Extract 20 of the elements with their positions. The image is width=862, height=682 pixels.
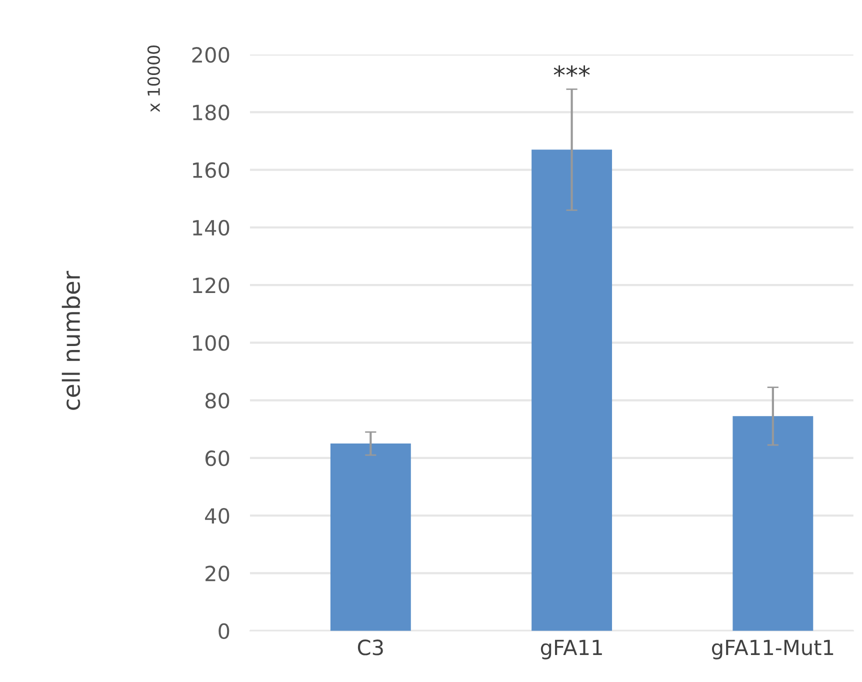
y-tick-label: 100	[193, 335, 230, 351]
y-tick-label: 180	[193, 104, 230, 120]
annotation: ***	[554, 65, 590, 77]
y-tick-label: 200	[192, 47, 230, 63]
bar	[532, 150, 612, 631]
y-tick-label: 20	[206, 566, 230, 582]
bar	[732, 416, 814, 631]
bar	[330, 444, 411, 631]
y-tick-label: 60	[205, 450, 230, 466]
x-tick-label: gFA11	[540, 640, 602, 660]
x-tick-label: C3	[358, 640, 383, 656]
y-tick-label: 160	[193, 162, 230, 178]
text: x 10000	[147, 45, 160, 112]
y-tick-label: 140	[193, 220, 230, 236]
y-axis-title: cell number	[62, 270, 80, 410]
x-tick-label: gFA11-Mut1	[712, 640, 834, 660]
y-tick-label: 80	[205, 392, 230, 409]
y-tick-label: 0	[218, 623, 230, 640]
y-tick-label: 40	[205, 508, 230, 524]
y-tick-label: 120	[193, 278, 230, 294]
